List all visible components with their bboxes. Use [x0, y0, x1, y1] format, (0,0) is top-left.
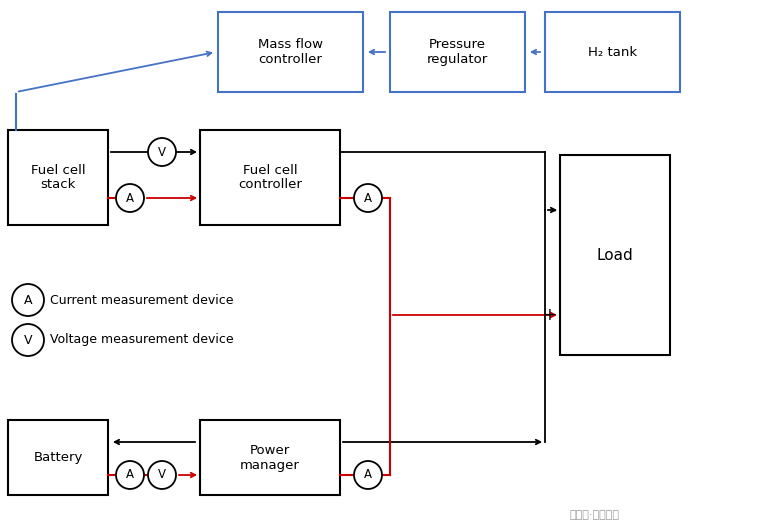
Circle shape	[116, 461, 144, 489]
Text: Load: Load	[597, 247, 634, 262]
Circle shape	[148, 461, 176, 489]
Text: A: A	[126, 469, 134, 481]
Circle shape	[12, 324, 44, 356]
Text: Fuel cell
stack: Fuel cell stack	[31, 163, 86, 192]
Bar	[200, 420, 340, 495]
Text: A: A	[23, 294, 33, 306]
Bar	[560, 155, 670, 355]
Bar	[8, 420, 108, 495]
Text: H₂ tank: H₂ tank	[588, 46, 637, 59]
Circle shape	[354, 184, 382, 212]
Circle shape	[148, 138, 176, 166]
Text: Fuel cell
controller: Fuel cell controller	[238, 163, 302, 192]
Text: Battery: Battery	[33, 451, 83, 464]
Bar	[545, 12, 680, 92]
Text: Voltage measurement device: Voltage measurement device	[50, 334, 234, 346]
Bar	[8, 130, 108, 225]
Text: Current measurement device: Current measurement device	[50, 294, 233, 306]
Bar	[200, 130, 340, 225]
Circle shape	[116, 184, 144, 212]
Text: V: V	[23, 334, 33, 346]
Text: A: A	[364, 469, 372, 481]
Text: -: -	[550, 201, 556, 219]
Text: +: +	[542, 306, 556, 324]
Text: Mass flow
controller: Mass flow controller	[258, 38, 323, 66]
Text: A: A	[126, 192, 134, 204]
Text: Power
manager: Power manager	[240, 444, 300, 471]
Text: 公众号·济美动力: 公众号·济美动力	[570, 510, 620, 520]
Text: V: V	[158, 469, 166, 481]
Circle shape	[12, 284, 44, 316]
Circle shape	[354, 461, 382, 489]
Text: V: V	[158, 145, 166, 159]
Text: Pressure
regulator: Pressure regulator	[427, 38, 488, 66]
Bar	[390, 12, 525, 92]
Bar	[218, 12, 363, 92]
Text: A: A	[364, 192, 372, 204]
